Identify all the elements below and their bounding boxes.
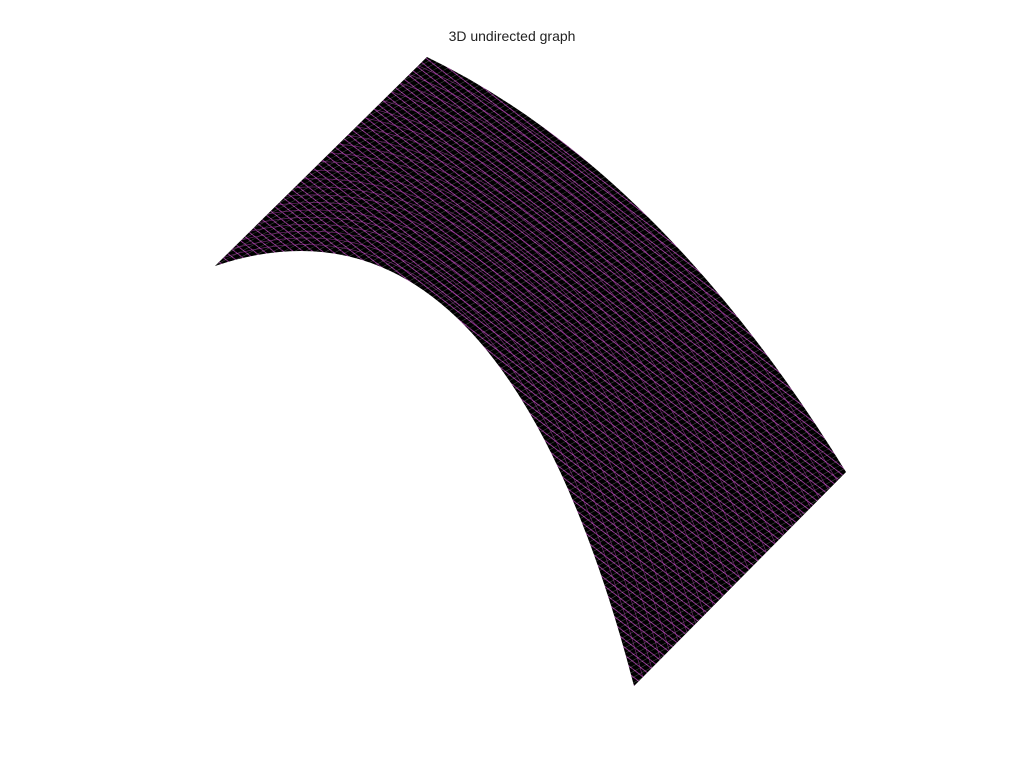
graph-edge xyxy=(285,194,706,615)
graph-edge xyxy=(250,223,670,651)
graph-edge xyxy=(232,237,653,669)
graph-edge xyxy=(223,244,644,678)
graph-edge xyxy=(320,161,741,580)
graph-edge xyxy=(329,152,750,571)
graph-edge xyxy=(409,74,829,490)
graph-edge xyxy=(267,209,688,633)
graph-edges xyxy=(215,57,846,686)
graph-edge xyxy=(294,186,714,606)
graph-edge xyxy=(418,65,838,482)
graph-edge xyxy=(400,82,820,499)
graph-edge xyxy=(303,178,723,597)
graph-edge xyxy=(373,108,794,526)
graph-edge xyxy=(365,117,785,535)
graph-edge xyxy=(391,91,812,508)
graph-edge xyxy=(312,169,732,589)
graph-edge xyxy=(338,143,759,562)
graph-edge xyxy=(241,230,661,660)
graph-edge xyxy=(259,216,679,642)
graph-edge xyxy=(347,135,767,553)
graph-edge xyxy=(382,100,803,517)
graph-edge xyxy=(276,202,697,624)
plot-title: 3D undirected graph xyxy=(448,28,576,44)
graph-edge xyxy=(356,126,776,544)
